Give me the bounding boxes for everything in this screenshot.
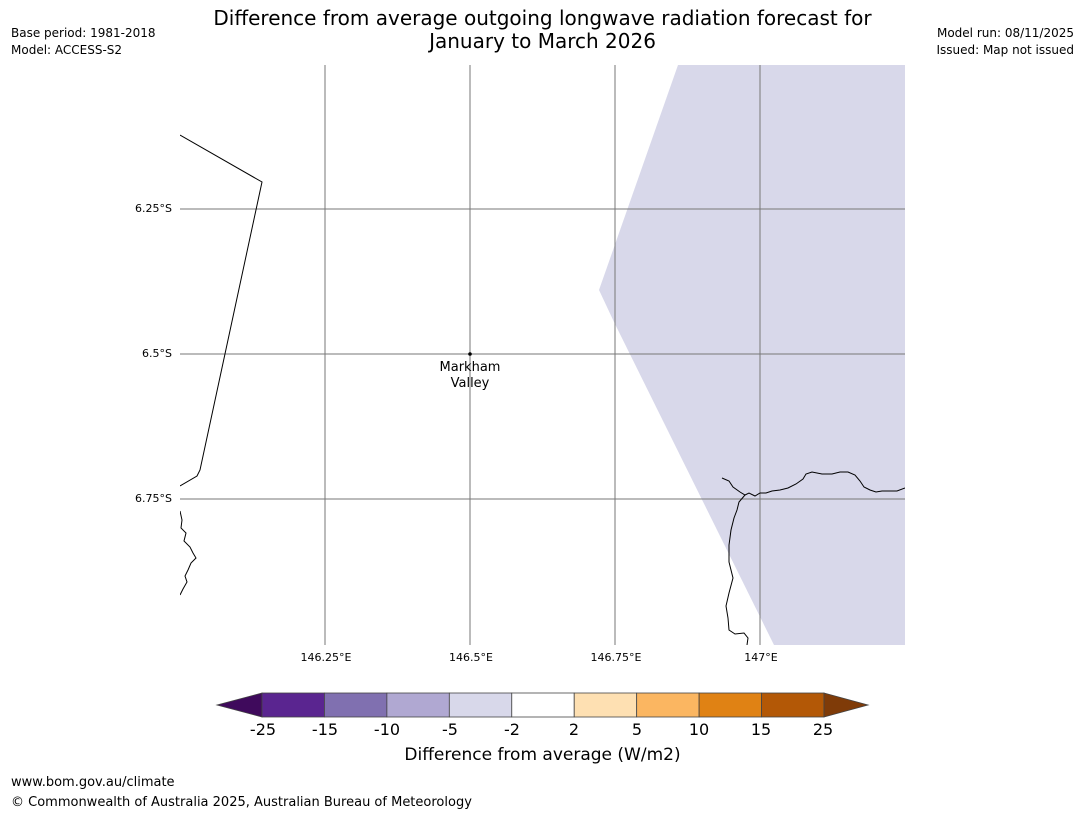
map-area xyxy=(180,65,905,645)
colorbar-bin xyxy=(215,692,263,718)
colorbar-tick-neg10: -10 xyxy=(373,720,401,739)
colorbar-bin xyxy=(386,692,450,718)
lat-label-6-75: 6.75°S xyxy=(135,492,172,505)
colorbar-bin xyxy=(448,692,513,718)
shaded-anomaly-region xyxy=(599,65,905,645)
river-markham xyxy=(725,494,749,645)
metadata-right: Model run: 08/11/2025 Issued: Map not is… xyxy=(936,25,1074,59)
coastline-west xyxy=(180,134,263,487)
boundaries xyxy=(180,134,905,645)
footer-url: www.bom.gov.au/climate xyxy=(11,775,175,790)
colorbar-tick-neg15: -15 xyxy=(311,720,339,739)
model-run: Model run: 08/11/2025 xyxy=(936,26,1074,40)
colorbar-bin xyxy=(823,692,870,718)
base-period: Base period: 1981-2018 xyxy=(11,26,156,40)
place-label-line2: Valley xyxy=(450,376,490,391)
place-label-markham-valley: Markham Valley xyxy=(420,360,520,392)
colorbar-tick-neg5: -5 xyxy=(442,720,458,739)
colorbar-tick-25: 25 xyxy=(812,720,834,739)
colorbar xyxy=(215,692,870,718)
colorbar-label: Difference from average (W/m2) xyxy=(404,745,681,765)
metadata-left: Base period: 1981-2018 Model: ACCESS-S2 xyxy=(11,25,156,59)
graticule xyxy=(180,65,905,645)
model-name: Model: ACCESS-S2 xyxy=(11,43,123,57)
colorbar-bin xyxy=(573,692,638,718)
colorbar-bin xyxy=(761,692,825,718)
coastline-southwest xyxy=(180,510,197,596)
colorbar-bin xyxy=(324,692,388,718)
colorbar-bin xyxy=(511,692,575,718)
lon-label-146-5: 146.5°E xyxy=(449,651,493,664)
coastline-huon-gulf xyxy=(721,471,905,497)
colorbar-tick-15: 15 xyxy=(750,720,772,739)
map-title: Difference from average outgoing longwav… xyxy=(0,7,1085,53)
map-title-line1: Difference from average outgoing longwav… xyxy=(213,6,872,30)
markham-valley-marker xyxy=(468,352,472,356)
lon-label-147: 147°E xyxy=(744,651,778,664)
colorbar-tick-neg25: -25 xyxy=(249,720,277,739)
place-label-line1: Markham xyxy=(439,360,501,375)
map-title-line2: January to March 2026 xyxy=(429,29,656,53)
footer-copyright: © Commonwealth of Australia 2025, Austra… xyxy=(11,795,472,810)
colorbar-tick-10: 10 xyxy=(688,720,710,739)
lon-label-146-75: 146.75°E xyxy=(590,651,642,664)
colorbar-tick-2: 2 xyxy=(568,720,580,739)
colorbar-bin xyxy=(698,692,762,718)
colorbar-bin xyxy=(261,692,325,718)
colorbar-tick-5: 5 xyxy=(631,720,643,739)
lat-label-6-25: 6.25°S xyxy=(135,202,172,215)
lon-label-146-25: 146.25°E xyxy=(300,651,352,664)
lat-label-6-5: 6.5°S xyxy=(142,347,172,360)
colorbar-bin xyxy=(636,692,700,718)
issued-status: Issued: Map not issued xyxy=(936,43,1074,57)
colorbar-tick-neg2: -2 xyxy=(504,720,520,739)
